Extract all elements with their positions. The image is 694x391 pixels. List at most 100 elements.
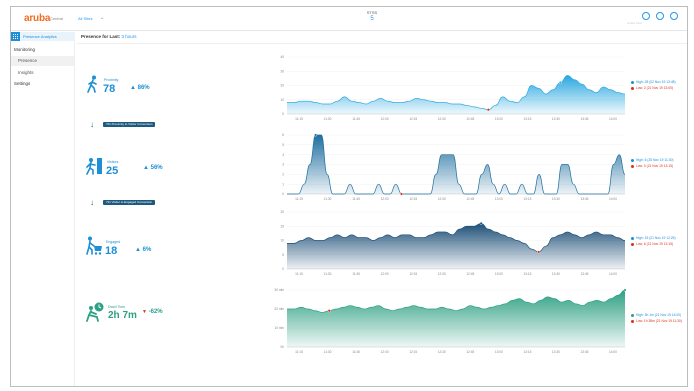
walking-person-icon [87, 75, 97, 93]
series-area [287, 135, 625, 194]
y-tick-label: 40 [280, 55, 284, 59]
help-icon[interactable] [656, 12, 664, 20]
sidebar-item-presence[interactable]: Presence [11, 56, 74, 66]
y-tick-label: 5 [282, 143, 284, 147]
x-tick-label: 12:00 [381, 350, 389, 354]
y-tick-label: 30 [280, 69, 284, 73]
arrow-down-icon: ↓ [90, 120, 94, 129]
y-tick-label: 2 [282, 173, 284, 177]
visitors-chart[interactable]: 0 1 2 3 4 5 6 11:15 11:30 11:45 12:00 12:15 12:30 12:… [261, 131, 629, 203]
product-name: Central [50, 16, 63, 21]
high-marker[interactable] [558, 81, 562, 85]
low-marker[interactable] [327, 309, 331, 313]
y-tick-label: 20 min [274, 307, 284, 311]
y-tick-label: 20 [280, 210, 284, 214]
engaged-legend: High: 15 (21 Nov 19 12:25) Low: 6 (21 No… [631, 235, 676, 247]
header-divider [77, 43, 687, 44]
x-tick-label: 13:45 [580, 350, 588, 354]
sidebar-item-insights[interactable]: Insights [18, 70, 34, 75]
arrow-down-icon: ↓ [90, 198, 94, 207]
visitors-change: ▲ 56% [143, 165, 163, 171]
high-marker[interactable] [314, 133, 318, 137]
high-legend: High: 6 (25 Nov 19 11:30) [631, 157, 674, 163]
y-tick-label: 20 [280, 84, 284, 88]
notification-icon[interactable] [642, 12, 650, 20]
proximity-legend: High: 28 (02 Nov 19 13:48) Low: 2 (21 No… [631, 79, 676, 91]
x-tick-label: 12:15 [409, 117, 417, 121]
dwell-value: 2h 7m [108, 310, 137, 321]
time-label: STSS [366, 10, 378, 15]
range-prefix: Presence for Last: [81, 34, 121, 39]
y-tick-label: 0 [282, 192, 284, 196]
proximity-label: Proximity [104, 78, 119, 82]
proximity-change: ▲ 86% [130, 85, 150, 91]
sidebar-item-settings[interactable]: Settings [14, 81, 31, 86]
time-value: 5 [370, 16, 374, 22]
series-area [287, 290, 625, 347]
scope-selector[interactable]: All Sites [78, 16, 93, 21]
low-legend: Low: 6 (21 Nov 19 13:15) [631, 241, 676, 247]
x-tick-label: 11:45 [352, 197, 360, 201]
x-tick-label: 12:15 [409, 272, 417, 276]
app-switcher[interactable]: Presence Analytics [11, 32, 75, 41]
dwell-chart[interactable]: 0h 10 min 20 min 30 min 11:15 11:30 11:45 12:00… [261, 286, 629, 356]
low-marker[interactable] [537, 250, 541, 254]
x-tick-label: 13:45 [580, 117, 588, 121]
x-tick-label: 13:30 [552, 197, 560, 201]
x-tick-label: 11:15 [295, 272, 303, 276]
dwell-label: Dwell Time [108, 305, 126, 309]
y-tick-label: 10 [280, 239, 284, 243]
user-name: Aruba User [627, 21, 643, 25]
app-name: Presence Analytics [23, 34, 57, 39]
low-legend: Low: 2 (21 Nov 19 13:00) [631, 85, 676, 91]
visitors-label: Visitors [107, 160, 119, 164]
y-tick-label: 10 min [274, 326, 284, 330]
high-marker[interactable] [623, 288, 627, 292]
chevron-down-icon[interactable]: ⌄ [100, 15, 105, 21]
conversion-badge-1: 70x Proximity to Visitor Conversion [103, 122, 156, 127]
engaged-change: ▲ 6% [135, 247, 152, 253]
y-tick-label: 0 [282, 112, 284, 116]
low-legend: Low: 0 (21 Nov 19 13:15) [631, 163, 674, 169]
high-marker[interactable] [479, 221, 483, 225]
x-tick-label: 13:30 [552, 272, 560, 276]
x-tick-label: 11:15 [295, 117, 303, 121]
y-tick-label: 4 [282, 153, 284, 157]
x-tick-label: 11:30 [324, 272, 332, 276]
x-tick-label: 14:00 [609, 117, 617, 121]
sidebar: Presence Analytics Monitoring Presence I… [11, 32, 75, 386]
x-tick-label: 13:45 [580, 272, 588, 276]
dwell-legend: High: 3h 1m (21 Nov 19 14:00) Low: 1h 38… [631, 312, 682, 324]
range-selector[interactable]: 3 hours [121, 34, 137, 39]
low-marker[interactable] [400, 192, 404, 196]
time-display: STSS 5 [362, 10, 382, 22]
apps-grid-icon[interactable] [11, 32, 20, 41]
x-tick-label: 14:00 [609, 272, 617, 276]
x-tick-label: 13:15 [523, 197, 531, 201]
aruba-logo[interactable]: aruba [24, 13, 51, 24]
visitors-legend: High: 6 (25 Nov 19 11:30) Low: 0 (21 Nov… [631, 157, 674, 169]
low-marker[interactable] [486, 108, 490, 112]
page-header: Presence for Last: 3 hours [81, 34, 137, 39]
y-tick-label: 10 [280, 98, 284, 102]
x-tick-label: 11:30 [324, 197, 332, 201]
proximity-chart[interactable]: 0 10 20 30 40 11:15 11:30 11:45 12:00 12:15 12:30 1… [261, 53, 629, 123]
series-line [287, 134, 626, 195]
y-tick-label: 1 [282, 182, 284, 186]
engaged-chart[interactable]: 0 5 10 15 20 11:15 11:30 11:45 12:00 12:15 12:30 12… [261, 208, 629, 278]
x-tick-label: 13:15 [523, 272, 531, 276]
y-tick-label: 3 [282, 163, 284, 167]
user-icon[interactable] [670, 12, 678, 20]
x-tick-label: 14:00 [609, 350, 617, 354]
series-line [286, 223, 626, 253]
top-bar: aruba Central All Sites ⌄ STSS 5 Aruba U… [11, 7, 687, 31]
series-line [287, 289, 626, 313]
sidebar-item-monitoring[interactable]: Monitoring [14, 47, 36, 52]
y-tick-label: 30 min [274, 288, 284, 292]
high-legend: High: 3h 1m (21 Nov 19 14:00) [631, 312, 682, 318]
x-tick-label: 13:30 [552, 350, 560, 354]
x-tick-label: 13:30 [552, 117, 560, 121]
x-tick-label: 11:15 [295, 350, 303, 354]
high-legend: High: 28 (02 Nov 19 13:48) [631, 79, 676, 85]
x-tick-label: 13:00 [495, 272, 503, 276]
